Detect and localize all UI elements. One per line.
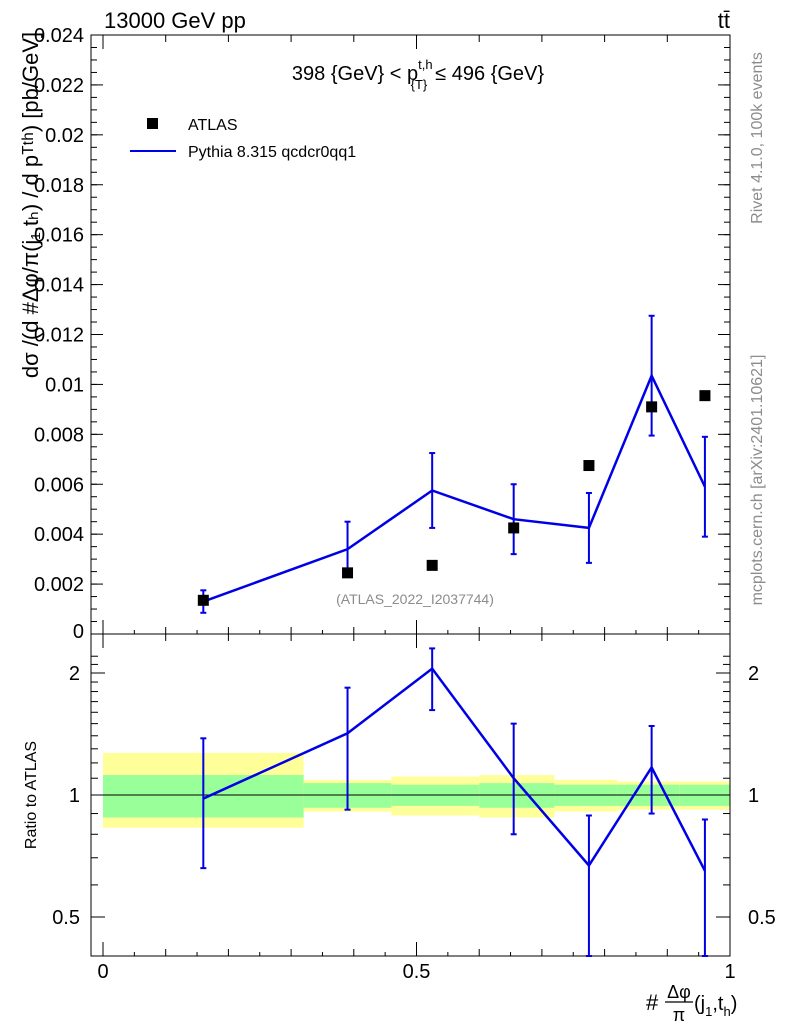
ratio-y-tick-label-right: 1	[748, 785, 759, 807]
y-tick-label: 0.004	[34, 524, 84, 546]
title-sub: {T}	[411, 77, 428, 92]
y-tick-label: 0.006	[34, 474, 84, 496]
energy-label: 13000 GeV pp	[104, 8, 246, 33]
axis-ticks	[91, 34, 731, 956]
y-tick-label: 0.012	[34, 325, 84, 347]
main-plot-frame	[90, 34, 731, 635]
y-tick-label: 0.01	[45, 374, 84, 396]
y-axis-label: dσ /(d #Δφ/π(j₁,tₕ) / d pᵀᵗʰ) [pb/GeV]	[18, 32, 43, 378]
xlabel-sub2: h	[723, 1004, 730, 1019]
x-axis-label: # Δφ π (j1,th)	[646, 982, 737, 1024]
data-series	[197, 390, 711, 606]
process-label: tt̄	[718, 8, 730, 33]
y-tick-label: 0.022	[34, 75, 84, 97]
mcplots-label: mcplots.cern.ch [arXiv:2401.10621]	[749, 355, 766, 606]
title-left: 398 {GeV} < p	[292, 63, 418, 85]
mc-line	[202, 372, 707, 603]
y-tick-label: 0.024	[34, 25, 84, 47]
ratio-bands	[103, 752, 730, 828]
data-point	[197, 594, 209, 606]
y-tick-label: 0.02	[45, 125, 84, 147]
analysis-id: (ATLAS_2022_I2037744)	[336, 591, 494, 607]
data-point	[699, 390, 711, 402]
ratio-y-tick-label: 0.5	[52, 907, 80, 929]
data-point	[342, 567, 354, 579]
y-tick-label: 0.002	[34, 574, 84, 596]
title-right: ≤ 496 {GeV}	[435, 63, 544, 85]
ratio-series	[200, 647, 708, 957]
data-point	[646, 401, 658, 413]
xlabel-args-close: )	[731, 993, 738, 1015]
x-tick-label: 0.5	[403, 961, 431, 983]
ratio-y-tick-label: 1	[69, 785, 80, 807]
y-tick-label: 0.014	[34, 275, 84, 297]
axis-tick-labels: 0.002 0.004 0.006 0.008 0.01 0.012 0.014 0.016 0…	[34, 25, 776, 983]
title-sup: t,h	[418, 57, 432, 72]
xlabel-den: π	[673, 1005, 685, 1024]
xlabel-args: (j1,th)	[694, 993, 737, 1019]
ratio-y-axis-label: Ratio to ATLAS	[23, 741, 40, 849]
legend-label-pythia: Pythia 8.315 qcdcr0qq1	[188, 144, 356, 161]
xlabel-hash: #	[646, 990, 659, 1015]
legend-marker-atlas	[147, 118, 158, 129]
ratio-y-tick-label-right: 2	[748, 663, 759, 685]
y-tick-label: 0.018	[34, 175, 84, 197]
x-tick-label: 1	[724, 961, 735, 983]
data-point	[508, 522, 520, 534]
ratio-y-tick-label-right: 0.5	[748, 907, 776, 929]
xlabel-args-open: (j	[694, 993, 705, 1015]
y-tick-label: 0.008	[34, 424, 84, 446]
rivet-label: Rivet 4.1.0, 100k events	[749, 52, 766, 224]
xlabel-num: Δφ	[667, 982, 691, 1002]
legend-label-atlas: ATLAS	[188, 117, 238, 134]
mc-series	[200, 314, 708, 614]
y-tick-label-zero: 0	[73, 621, 84, 643]
y-tick-label: 0.016	[34, 225, 84, 247]
plot-title: 398 {GeV} < pt,h {T} ≤ 496 {GeV}	[292, 57, 544, 92]
xlabel-args-mid: ,t	[712, 993, 724, 1015]
data-point	[583, 460, 595, 472]
xlabel-sub1: 1	[705, 1004, 712, 1019]
data-point	[426, 559, 438, 571]
x-tick-label: 0	[97, 961, 108, 983]
legend: ATLAS Pythia 8.315 qcdcr0qq1	[130, 117, 356, 161]
ratio-y-tick-label: 2	[69, 663, 80, 685]
